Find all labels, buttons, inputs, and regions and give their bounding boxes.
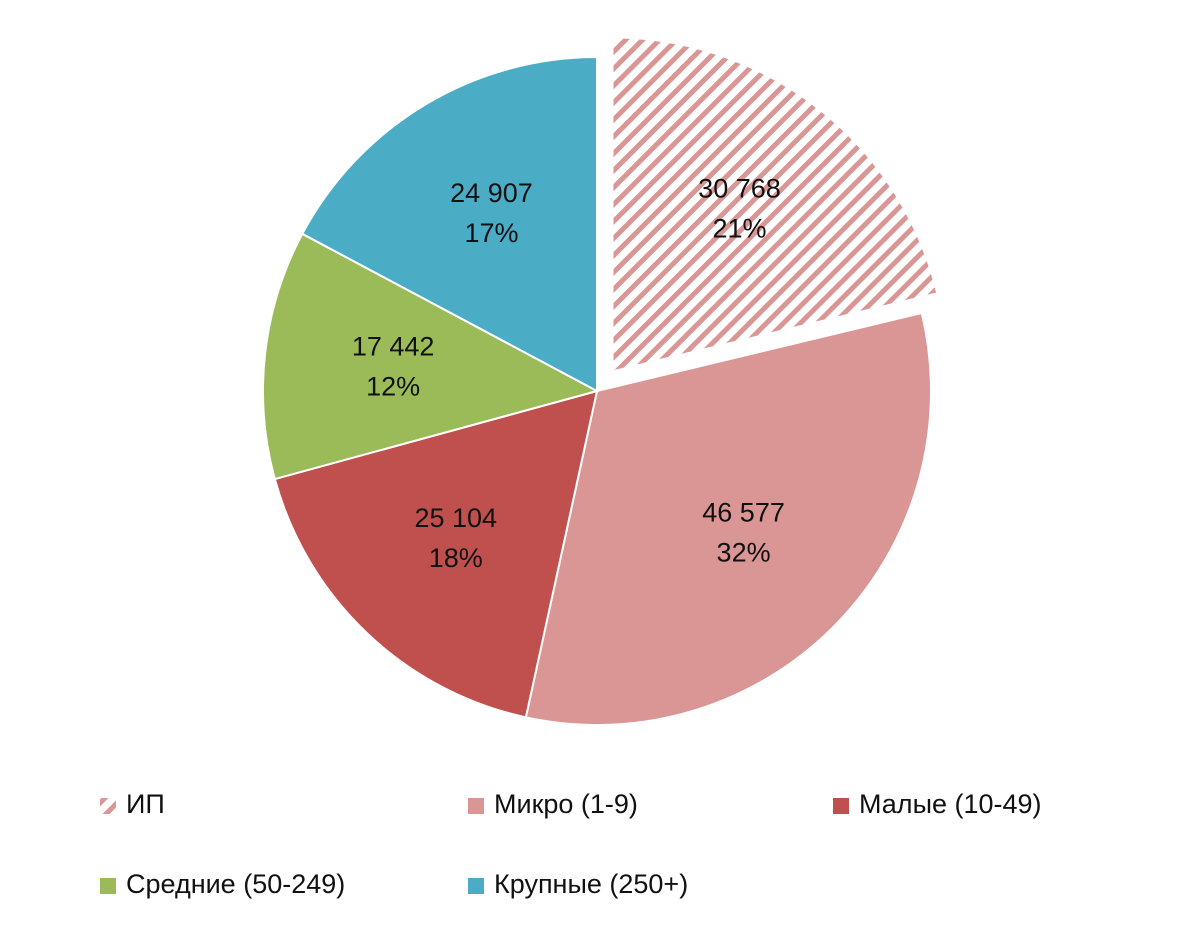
legend-marker <box>100 878 116 894</box>
legend-label: Малые (10-49) <box>859 789 1042 819</box>
legend-label: Микро (1-9) <box>494 789 638 819</box>
percent-label: 17% <box>464 218 518 248</box>
legend-marker <box>468 878 484 894</box>
pie-slice <box>524 311 932 726</box>
legend-label: Средние (50-249) <box>126 869 345 899</box>
legend-marker <box>833 798 849 814</box>
value-label: 46 577 <box>702 498 785 528</box>
pie-slice <box>611 36 939 373</box>
percent-label: 12% <box>366 371 420 401</box>
percent-label: 18% <box>429 543 483 573</box>
percent-label: 32% <box>717 538 771 568</box>
percent-label: 21% <box>712 213 766 243</box>
value-label: 24 907 <box>450 178 533 208</box>
pie-slice <box>300 55 598 393</box>
legend-marker <box>468 798 484 814</box>
pie-slice <box>273 389 599 719</box>
value-label: 30 768 <box>698 173 781 203</box>
legend-label: ИП <box>126 789 165 819</box>
value-label: 17 442 <box>352 331 435 361</box>
legend-marker <box>100 798 116 814</box>
value-label: 25 104 <box>414 503 497 533</box>
pie-slice <box>262 232 600 481</box>
legend-label: Крупные (250+) <box>494 869 688 899</box>
